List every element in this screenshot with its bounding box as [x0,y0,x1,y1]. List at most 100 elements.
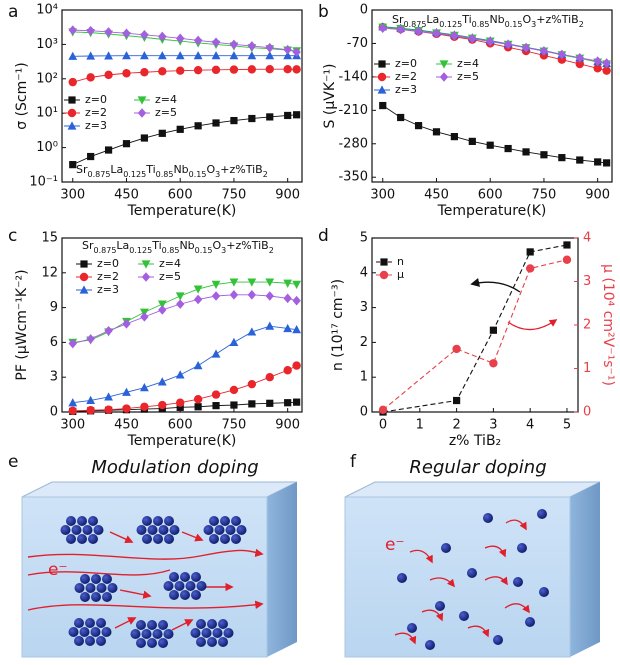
formula-part: O [206,163,215,176]
marker [486,141,494,149]
marker [158,400,167,410]
atom [164,516,174,526]
formula-part: 0.15 [505,20,523,29]
legend-marker [439,72,449,82]
atom [164,534,174,544]
x-tick-label: 900 [275,188,300,203]
atom [60,525,71,535]
marker [122,28,131,39]
x-axis-label: Temperature(K) [127,433,237,449]
marker [284,111,292,120]
y2-tick-label: 0 [583,405,591,420]
marker [489,326,497,334]
y2-axis-label: μ (10⁴ cm²V⁻¹s⁻¹) [600,264,616,386]
atom [180,572,190,582]
marker [450,133,458,141]
arrow [470,278,521,293]
marker [193,361,203,370]
legend-marker [67,121,77,130]
x-tick-label: 4 [526,418,534,433]
atom [79,627,90,637]
marker [247,65,257,74]
x-axis-label: Temperature(K) [127,203,237,219]
y-tick-label: 10⁴ [36,3,58,18]
atom [435,601,445,611]
marker [594,158,602,166]
legend-label: z=5 [457,70,479,83]
marker [176,66,185,75]
formula-part: +z%TiB [220,163,262,176]
x-tick-label: 5 [563,418,571,433]
marker [229,337,239,346]
formula-part: 0.85 [156,170,174,179]
atom [77,534,87,544]
marker [521,42,531,53]
marker [122,319,131,329]
y-axis-label: PF (μWcm⁻¹K⁻²) [14,269,30,380]
marker [248,400,256,408]
legend-marker [137,108,147,118]
marker [193,285,203,294]
marker [104,146,113,154]
legend-label: z=3 [395,83,417,96]
marker [414,122,423,130]
atom [71,525,82,535]
marker [104,405,113,414]
marker [562,255,572,264]
legend-marker [137,96,147,105]
atom [513,577,523,587]
y2-tick-label: 3 [583,274,591,289]
marker [575,59,584,69]
marker [86,395,96,404]
marker [489,359,498,368]
x-tick-label: 300 [60,188,85,203]
atom [493,635,503,645]
cube-f [344,481,601,658]
atom [425,640,435,650]
marker [539,46,549,56]
formula: Sr0.875La0.125Ti0.85Nb0.15O3+z%TiB2 [392,13,584,29]
formula-part: Ti [145,163,155,176]
atom [201,628,212,638]
marker [122,140,131,148]
formula-part: 3 [531,20,536,29]
atom [212,628,223,638]
marker [378,405,388,415]
formula-part: 3 [221,246,226,255]
atom [231,534,241,544]
atom [214,525,225,535]
atom [203,525,214,535]
atom [196,581,207,591]
atom [136,620,146,630]
marker [229,65,239,74]
legend-label: z=2 [97,270,119,283]
marker [194,122,202,130]
marker [139,383,149,392]
formula-part: 0.875 [94,246,117,255]
atom [107,583,118,593]
y-tick-label: -70 [347,36,368,51]
atom [467,568,477,578]
atom [153,516,163,526]
diagram-title: Modulation doping [91,457,258,478]
atom [91,574,101,584]
formula-part: +z%TiB [226,239,268,252]
marker [212,119,220,127]
marker [603,159,611,167]
atom [158,638,168,648]
atom [74,636,84,646]
formula-part: 0.85 [162,246,180,255]
marker [229,290,239,300]
marker [283,51,293,60]
marker [158,129,166,137]
formula-part: Ti [461,13,471,26]
formula-part: 0.15 [189,170,207,179]
atom [142,534,152,544]
atom [141,629,152,639]
electron-paths [394,519,530,645]
atom [169,590,179,600]
electron-label: e⁻ [385,535,404,555]
y2-tick-label: 2 [583,318,591,333]
atom [88,516,98,526]
